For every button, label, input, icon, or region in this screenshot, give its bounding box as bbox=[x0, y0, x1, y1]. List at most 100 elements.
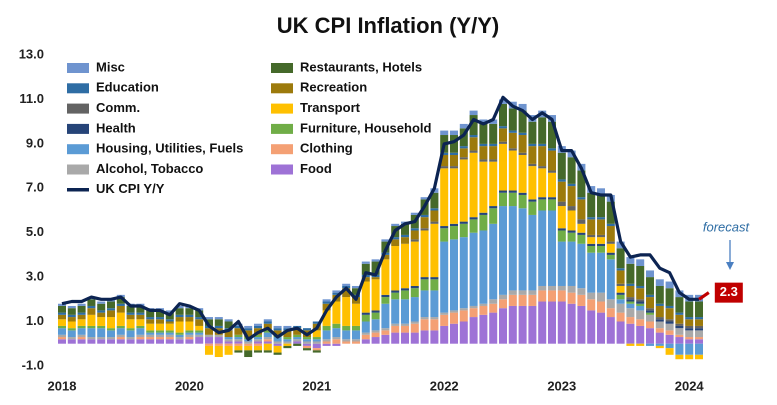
bar-segment bbox=[499, 126, 507, 129]
bar-segment bbox=[156, 334, 164, 338]
bar-segment bbox=[116, 339, 125, 344]
bar-segment bbox=[440, 152, 449, 155]
bar-segment bbox=[97, 312, 106, 318]
legend-swatch bbox=[271, 164, 293, 175]
bar-segment bbox=[116, 325, 125, 329]
cpi-line bbox=[61, 95, 699, 341]
bar-segment bbox=[371, 310, 380, 313]
bar-segment bbox=[489, 208, 498, 224]
bar-segment bbox=[303, 343, 311, 346]
bar-segment bbox=[381, 259, 390, 295]
bar-segment bbox=[557, 285, 566, 291]
bar-segment bbox=[655, 279, 664, 286]
bar-segment bbox=[606, 252, 615, 255]
bar-segment bbox=[87, 308, 96, 315]
bar-segment bbox=[322, 301, 331, 304]
bar-segment bbox=[205, 334, 213, 338]
bar-segment bbox=[352, 325, 360, 331]
bar-segment bbox=[303, 337, 311, 340]
bar-segment bbox=[401, 323, 409, 326]
bar-segment bbox=[538, 168, 547, 198]
bar-segment bbox=[646, 297, 654, 309]
bar-segment bbox=[469, 232, 478, 306]
bar-segment bbox=[459, 237, 468, 309]
bar-segment bbox=[508, 130, 517, 133]
bar-segment bbox=[518, 294, 527, 306]
bar-segment bbox=[254, 325, 262, 329]
bar-segment bbox=[577, 288, 586, 295]
bar-segment bbox=[185, 321, 194, 331]
bar-segment bbox=[322, 299, 331, 302]
bar-segment bbox=[165, 323, 174, 331]
bar-segment bbox=[214, 345, 223, 358]
bar-segment bbox=[665, 288, 674, 306]
bar-segment bbox=[577, 232, 586, 235]
bar-segment bbox=[352, 341, 360, 344]
bar-segment bbox=[107, 317, 115, 329]
bar-segment bbox=[303, 345, 311, 349]
bar-segment bbox=[557, 228, 566, 231]
bar-segment bbox=[655, 319, 664, 322]
bar-segment bbox=[469, 115, 478, 136]
legend-label: Health bbox=[96, 120, 136, 135]
bar-segment bbox=[695, 319, 703, 326]
bar-segment bbox=[548, 210, 556, 286]
bar-segment bbox=[430, 208, 439, 211]
bar-segment bbox=[361, 314, 370, 322]
bar-segment bbox=[58, 339, 66, 344]
bar-segment bbox=[67, 314, 76, 318]
legend-swatch bbox=[67, 63, 89, 73]
bar-segment bbox=[410, 288, 419, 298]
annotation-arrowhead bbox=[726, 262, 734, 270]
bar-segment bbox=[322, 341, 331, 344]
bar-segment bbox=[479, 119, 488, 124]
bar-segment bbox=[450, 312, 458, 324]
bar-segment bbox=[469, 135, 478, 138]
bar-segment bbox=[430, 223, 439, 278]
bar-segment bbox=[77, 305, 86, 313]
bar-segment bbox=[420, 197, 429, 200]
bar-segment bbox=[97, 337, 106, 340]
bar-segment bbox=[381, 334, 390, 344]
bar-segment bbox=[499, 294, 507, 300]
bar-segment bbox=[146, 310, 155, 318]
bar-segment bbox=[332, 343, 341, 346]
legend-label: Misc bbox=[96, 59, 125, 74]
bar-segment bbox=[165, 337, 174, 340]
bar-segment bbox=[420, 279, 429, 291]
bar-segment bbox=[489, 312, 498, 344]
legend-swatch bbox=[271, 103, 293, 114]
bar-segment bbox=[244, 343, 253, 346]
bar-segment bbox=[205, 343, 213, 346]
bar-segment bbox=[195, 337, 204, 344]
bar-segment bbox=[430, 319, 439, 331]
bar-segment bbox=[695, 325, 703, 329]
bar-segment bbox=[606, 259, 615, 300]
bar-segment bbox=[283, 337, 292, 340]
legend-swatch bbox=[271, 144, 293, 155]
bar-segment bbox=[430, 317, 439, 320]
bar-segment bbox=[450, 135, 458, 153]
bar-segment bbox=[214, 334, 223, 338]
bar-segment bbox=[567, 210, 576, 231]
bar-segment bbox=[224, 319, 233, 322]
bar-segment bbox=[695, 330, 703, 338]
bar-segment bbox=[636, 266, 645, 286]
bar-segment bbox=[606, 308, 615, 318]
bar-segment bbox=[616, 268, 625, 271]
bar-segment bbox=[401, 325, 409, 333]
bar-segment bbox=[175, 339, 184, 344]
bar-segment bbox=[489, 146, 498, 160]
bar-segment bbox=[567, 186, 576, 207]
bar-segment bbox=[450, 239, 458, 311]
bar-segment bbox=[234, 328, 243, 335]
bar-segment bbox=[665, 308, 674, 320]
bar-segment bbox=[518, 194, 527, 209]
bar-segment bbox=[646, 294, 654, 298]
bar-segment bbox=[234, 339, 243, 342]
bar-segment bbox=[410, 285, 419, 289]
bar-segment bbox=[597, 246, 605, 253]
bar-segment bbox=[136, 339, 145, 344]
bar-segment bbox=[381, 294, 390, 298]
bar-segment bbox=[361, 261, 370, 264]
